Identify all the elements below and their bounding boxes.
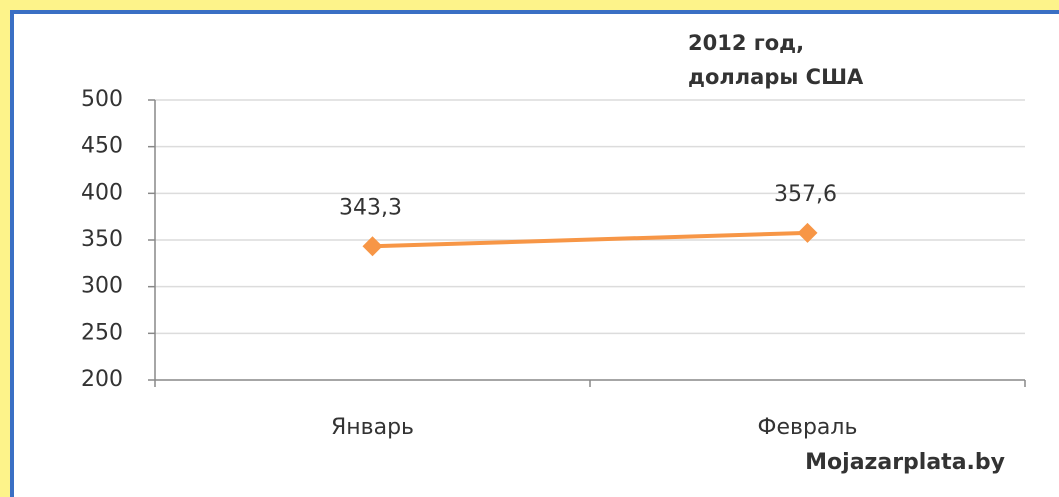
y-tick-label: 200 <box>81 367 123 392</box>
chart-frame <box>10 10 1059 497</box>
y-tick-label: 350 <box>81 227 123 252</box>
data-point <box>362 236 383 257</box>
chart-subtitle: доллары США <box>688 65 864 89</box>
y-tick-label: 400 <box>81 180 123 205</box>
y-tick-label: 300 <box>81 274 123 299</box>
x-tick-label: Январь <box>331 415 414 440</box>
data-label: 357,6 <box>774 182 837 207</box>
source-annotation: Mojazarplata.by <box>805 450 1005 475</box>
data-point <box>797 222 818 243</box>
y-tick-label: 250 <box>81 320 123 345</box>
chart-title: 2012 год, <box>688 31 804 55</box>
data-label: 343,3 <box>339 195 402 220</box>
y-tick-label: 450 <box>81 134 123 159</box>
x-tick-label: Февраль <box>758 415 858 440</box>
y-tick-label: 500 <box>81 87 123 112</box>
series-line <box>372 230 808 249</box>
